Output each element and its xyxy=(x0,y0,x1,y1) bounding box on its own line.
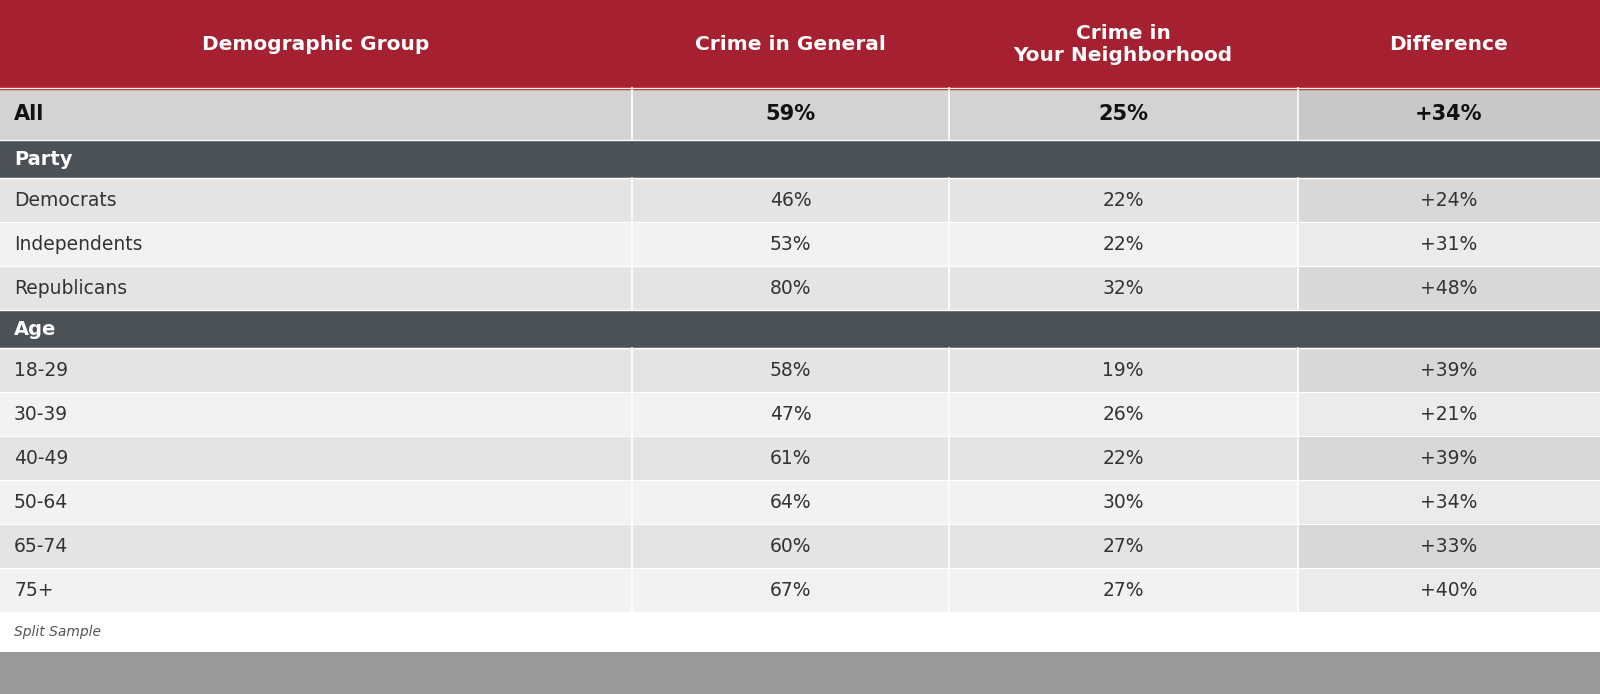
Bar xyxy=(0,140,1600,178)
Text: 75+: 75+ xyxy=(14,580,53,600)
Bar xyxy=(0,524,632,568)
Text: Difference: Difference xyxy=(1389,35,1509,53)
Text: 40-49: 40-49 xyxy=(14,448,69,468)
Bar xyxy=(0,348,632,392)
Bar xyxy=(632,568,949,612)
Text: 53%: 53% xyxy=(770,235,811,253)
Bar xyxy=(1298,392,1600,436)
Bar xyxy=(632,88,949,140)
Bar xyxy=(0,652,1600,694)
Text: 67%: 67% xyxy=(770,580,811,600)
Bar xyxy=(632,480,949,524)
Text: 22%: 22% xyxy=(1102,448,1144,468)
Text: 64%: 64% xyxy=(770,493,811,511)
Bar xyxy=(632,392,949,436)
Text: Democrats: Democrats xyxy=(14,190,117,210)
Text: All: All xyxy=(14,104,45,124)
Text: 18-29: 18-29 xyxy=(14,360,69,380)
Bar xyxy=(1298,568,1600,612)
Bar xyxy=(949,480,1298,524)
Bar xyxy=(632,348,949,392)
Text: 60%: 60% xyxy=(770,536,811,555)
Text: 27%: 27% xyxy=(1102,580,1144,600)
Text: 80%: 80% xyxy=(770,278,811,298)
Text: +24%: +24% xyxy=(1421,190,1477,210)
Bar xyxy=(632,524,949,568)
Text: 58%: 58% xyxy=(770,360,811,380)
Text: 59%: 59% xyxy=(765,104,816,124)
Bar xyxy=(949,436,1298,480)
Text: 30-39: 30-39 xyxy=(14,405,69,423)
Bar xyxy=(632,222,949,266)
Bar xyxy=(1298,222,1600,266)
Bar xyxy=(1298,524,1600,568)
Bar xyxy=(0,88,632,140)
Bar xyxy=(949,392,1298,436)
Bar xyxy=(0,480,632,524)
Text: 32%: 32% xyxy=(1102,278,1144,298)
Text: Demographic Group: Demographic Group xyxy=(202,35,430,53)
Text: +31%: +31% xyxy=(1421,235,1477,253)
Text: 26%: 26% xyxy=(1102,405,1144,423)
Text: Age: Age xyxy=(14,319,56,339)
Text: +39%: +39% xyxy=(1421,360,1477,380)
Text: +40%: +40% xyxy=(1421,580,1477,600)
Text: 22%: 22% xyxy=(1102,235,1144,253)
Text: Republicans: Republicans xyxy=(14,278,126,298)
Bar xyxy=(0,612,1600,652)
Text: 65-74: 65-74 xyxy=(14,536,69,555)
Bar xyxy=(949,178,1298,222)
Bar xyxy=(1298,348,1600,392)
Bar xyxy=(0,222,632,266)
Bar xyxy=(0,310,1600,348)
Bar xyxy=(0,568,632,612)
Text: +34%: +34% xyxy=(1414,104,1483,124)
Bar xyxy=(949,348,1298,392)
Bar xyxy=(1298,178,1600,222)
Bar xyxy=(1298,88,1600,140)
Bar xyxy=(1298,480,1600,524)
Text: Crime in
Your Neighborhood: Crime in Your Neighborhood xyxy=(1014,24,1232,65)
Bar xyxy=(949,222,1298,266)
Bar xyxy=(0,0,1600,88)
Bar xyxy=(0,392,632,436)
Text: Independents: Independents xyxy=(14,235,142,253)
Text: +21%: +21% xyxy=(1421,405,1477,423)
Text: Party: Party xyxy=(14,149,72,169)
Bar xyxy=(632,178,949,222)
Text: 30%: 30% xyxy=(1102,493,1144,511)
Text: 25%: 25% xyxy=(1098,104,1149,124)
Text: 27%: 27% xyxy=(1102,536,1144,555)
Text: 47%: 47% xyxy=(770,405,811,423)
Bar xyxy=(1298,266,1600,310)
Bar xyxy=(632,436,949,480)
Bar xyxy=(632,266,949,310)
Text: Crime in General: Crime in General xyxy=(694,35,886,53)
Bar xyxy=(949,266,1298,310)
Bar xyxy=(0,266,632,310)
Bar xyxy=(949,524,1298,568)
Text: 22%: 22% xyxy=(1102,190,1144,210)
Text: 50-64: 50-64 xyxy=(14,493,69,511)
Text: +39%: +39% xyxy=(1421,448,1477,468)
Bar xyxy=(0,178,632,222)
Bar xyxy=(949,568,1298,612)
Text: 61%: 61% xyxy=(770,448,811,468)
Text: 46%: 46% xyxy=(770,190,811,210)
Bar xyxy=(1298,436,1600,480)
Text: 19%: 19% xyxy=(1102,360,1144,380)
Text: Split Sample: Split Sample xyxy=(14,625,101,639)
Text: +48%: +48% xyxy=(1421,278,1477,298)
Text: +33%: +33% xyxy=(1421,536,1477,555)
Bar xyxy=(0,436,632,480)
Bar xyxy=(949,88,1298,140)
Text: +34%: +34% xyxy=(1421,493,1477,511)
